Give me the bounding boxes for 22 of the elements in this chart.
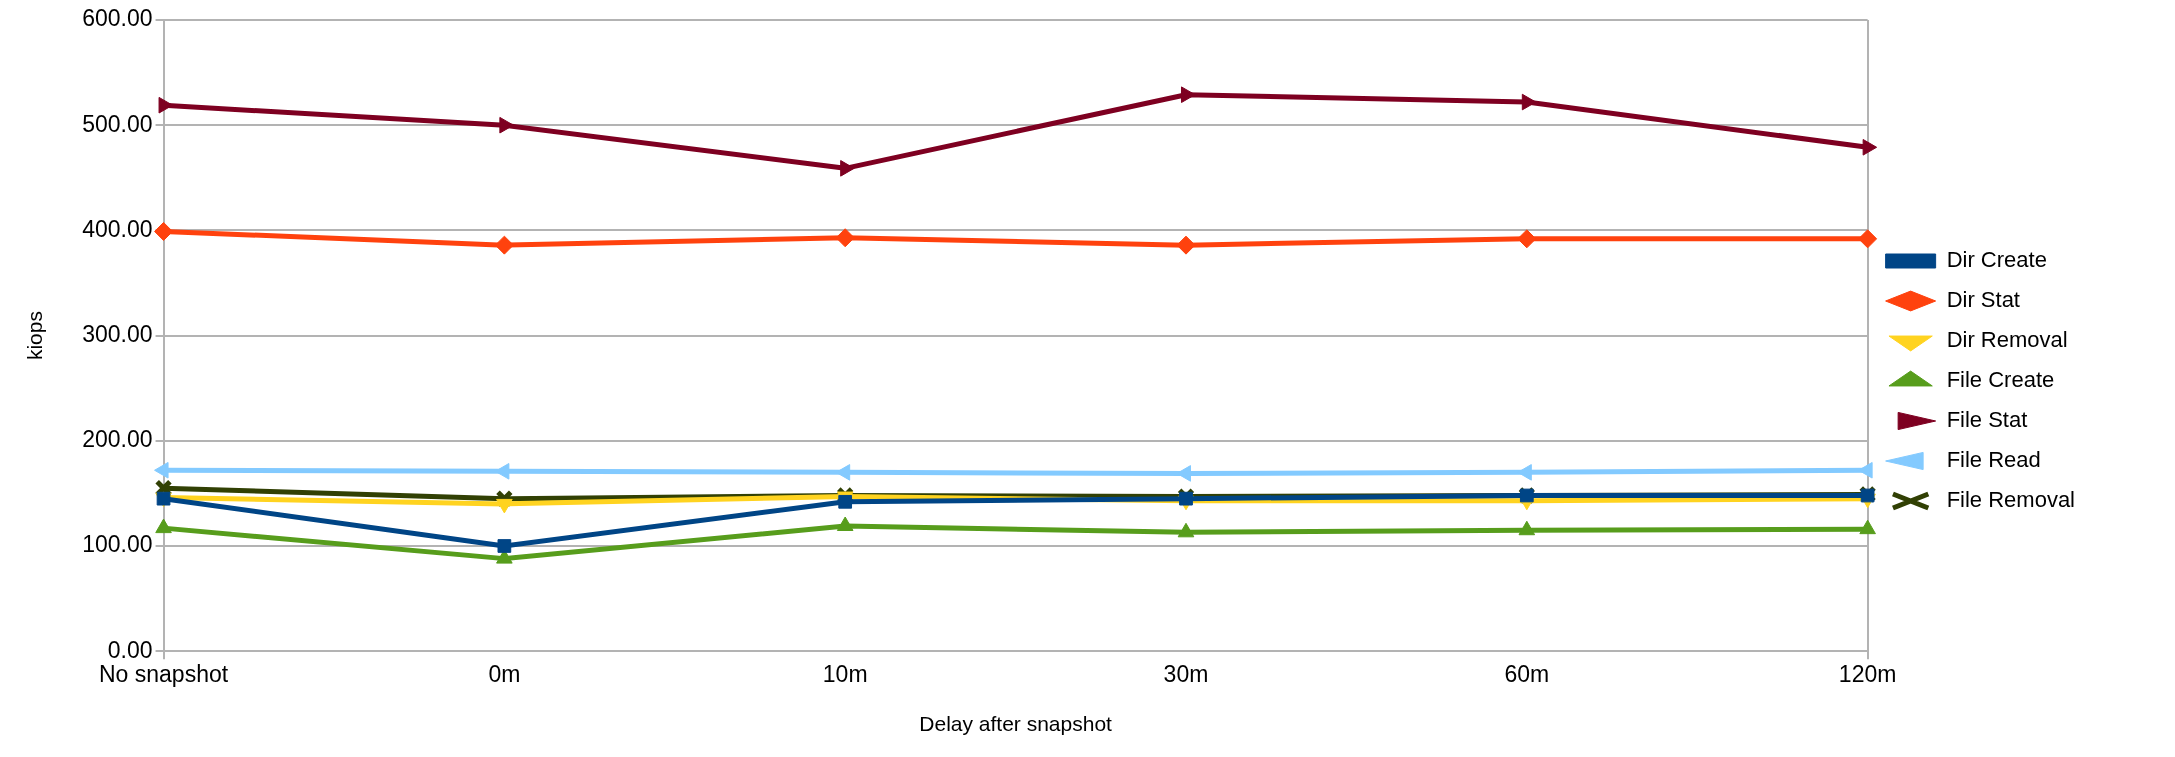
x-tick-label: 0m: [488, 661, 521, 688]
legend-label: File Read: [1946, 447, 2041, 473]
y-tick-label: 0.00: [107, 636, 153, 663]
y-tick-label: 500.00: [82, 110, 153, 137]
legend-label: Dir Create: [1946, 247, 2047, 273]
legend-label: Dir Removal: [1946, 327, 2068, 353]
y-tick-label: 100.00: [82, 531, 153, 558]
legend-label: File Removal: [1946, 487, 2076, 513]
y-tick-label: 300.00: [82, 320, 153, 347]
legend-label: File Create: [1946, 367, 2055, 393]
x-tick-label: 60m: [1504, 661, 1550, 688]
x-tick-label: 30m: [1163, 661, 1209, 688]
y-axis-title: kiops: [23, 311, 47, 361]
x-axis-title: Delay after snapshot: [919, 712, 1113, 736]
x-tick-label: No snapshot: [98, 661, 229, 688]
y-tick-label: 200.00: [82, 426, 153, 453]
x-tick-label: 120m: [1838, 661, 1897, 688]
legend-label: File Stat: [1946, 407, 2028, 433]
x-tick-label: 10m: [822, 661, 868, 688]
y-tick-label: 400.00: [82, 215, 153, 242]
y-tick-label: 600.00: [82, 5, 153, 32]
legend-label: Dir Stat: [1946, 287, 2020, 313]
